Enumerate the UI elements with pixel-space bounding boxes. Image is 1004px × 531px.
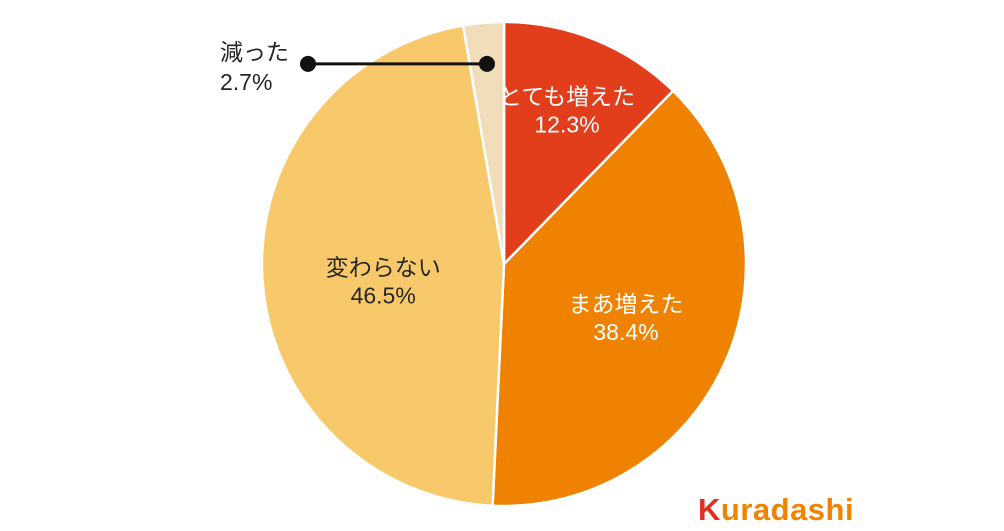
slice-label: とても増えた 12.3% xyxy=(499,83,635,137)
pie-slices xyxy=(260,20,748,508)
leader-dot xyxy=(478,55,495,72)
pie-slice xyxy=(502,20,675,266)
leader-line-group xyxy=(300,55,495,72)
pie-slice xyxy=(461,20,506,266)
slice-label: まあ増えた 38.4% xyxy=(569,291,684,345)
slice-label: 変わらない 46.5% xyxy=(326,254,441,308)
kuradashi-logo: Kuradashi xyxy=(698,492,854,528)
leader-dot xyxy=(300,55,316,72)
logo-text: uradashi xyxy=(720,492,855,527)
pie-slice xyxy=(491,89,748,508)
pie-labels: とても増えた 12.3% まあ増えた 38.4% 変わらない 46.5% 減った 2.7% xyxy=(220,39,684,345)
logo-letter-k: K xyxy=(698,492,721,527)
outside-slice-label: 減った 2.7% xyxy=(220,39,289,95)
